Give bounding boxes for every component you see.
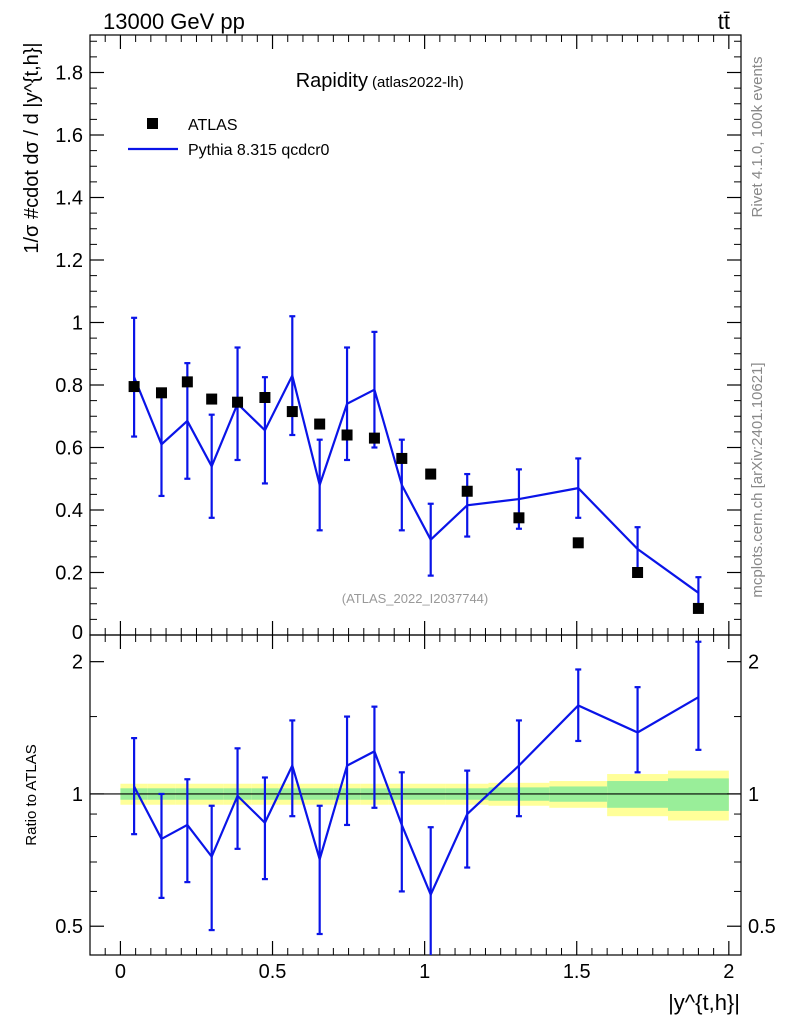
main-mc-series — [131, 315, 702, 610]
y-tick-label: 1.4 — [55, 188, 83, 210]
x-tick-label: 1.5 — [563, 961, 591, 983]
mc-line — [133, 372, 700, 594]
ratio-panel: 0 0.5 1 1.5 2 0.5 0.5 1 1 2 2 Ratio to ATLAS — [23, 628, 776, 983]
data-point — [396, 452, 408, 464]
main-panel: 0.2 0.4 0.6 0.8 1 1.2 1.4 1.6 1.8 0 Rapidity (atl… — [21, 34, 742, 644]
legend-data-label: ATLAS — [188, 117, 238, 134]
main-y-axis-label: 1/σ #cdot dσ / d |y^{t,h}| — [21, 42, 43, 253]
ratio-axis-ticks: 0 0.5 1 1.5 2 0.5 0.5 1 1 2 2 — [55, 628, 776, 983]
data-point — [128, 381, 140, 393]
header-process-label: tt̄ — [718, 9, 730, 34]
x-tick-label: 2 — [723, 961, 734, 983]
y-tick-label: 0.8 — [55, 375, 83, 397]
data-point — [632, 567, 644, 578]
x-tick-label: 1 — [419, 961, 430, 983]
data-point — [692, 602, 704, 614]
y-tick-label: 0.6 — [55, 438, 83, 460]
data-point — [513, 512, 525, 524]
data-point — [232, 396, 244, 408]
data-point — [314, 418, 326, 430]
y-tick-label: 1.6 — [55, 125, 83, 147]
ratio-y-tick-label-right: 2 — [748, 652, 759, 674]
data-point — [368, 432, 380, 444]
y-tick-label: 1.8 — [55, 63, 83, 85]
data-point — [286, 406, 298, 418]
y-tick-label: 1 — [72, 313, 83, 335]
plot-title: Rapidity — [296, 70, 368, 92]
ratio-frame — [89, 634, 742, 956]
data-point — [341, 429, 353, 441]
data-point — [425, 468, 437, 480]
ratio-y-tick-label: 0.5 — [55, 916, 83, 938]
legend-data-marker — [147, 118, 158, 129]
ratio-y-tick-label: 1 — [72, 784, 83, 806]
rivet-version-label: Rivet 4.1.0, 100k events — [749, 57, 766, 218]
analysis-watermark: (ATLAS_2022_I2037744) — [342, 591, 488, 606]
ratio-y-axis-label: Ratio to ATLAS — [23, 744, 40, 845]
mcplots-reference-label: mcplots.cern.ch [arXiv:2401.10621] — [749, 362, 766, 597]
ratio-y-tick-label-right: 1 — [748, 784, 759, 806]
data-point — [181, 376, 193, 388]
main-axis-ticks: 0.2 0.4 0.6 0.8 1 1.2 1.4 1.6 1.8 0 — [55, 35, 741, 644]
y-tick-label: 1.2 — [55, 250, 83, 272]
ratio-y-tick-label: 2 — [72, 652, 83, 674]
x-tick-label: 0 — [115, 961, 126, 983]
data-point — [259, 392, 271, 403]
y-tick-label-zero: 0 — [72, 622, 83, 644]
y-tick-label: 0.2 — [55, 563, 83, 585]
legend-mc-label: Pythia 8.315 qcdcr0 — [188, 142, 330, 159]
data-point — [206, 393, 218, 405]
ratio-y-tick-label-right: 0.5 — [748, 916, 776, 938]
data-point — [155, 387, 167, 399]
plot-subtitle: (atlas2022-lh) — [372, 74, 464, 91]
header-energy-label: 13000 GeV pp — [103, 9, 245, 34]
main-data-series — [128, 376, 704, 614]
data-point — [572, 537, 584, 549]
y-tick-label: 0.4 — [55, 500, 83, 522]
x-tick-label: 0.5 — [259, 961, 287, 983]
ratio-mc-series — [131, 640, 702, 955]
x-axis-label: |y^{t,h}| — [668, 990, 740, 1015]
ratio-band-green — [667, 778, 729, 811]
data-point — [461, 485, 473, 497]
